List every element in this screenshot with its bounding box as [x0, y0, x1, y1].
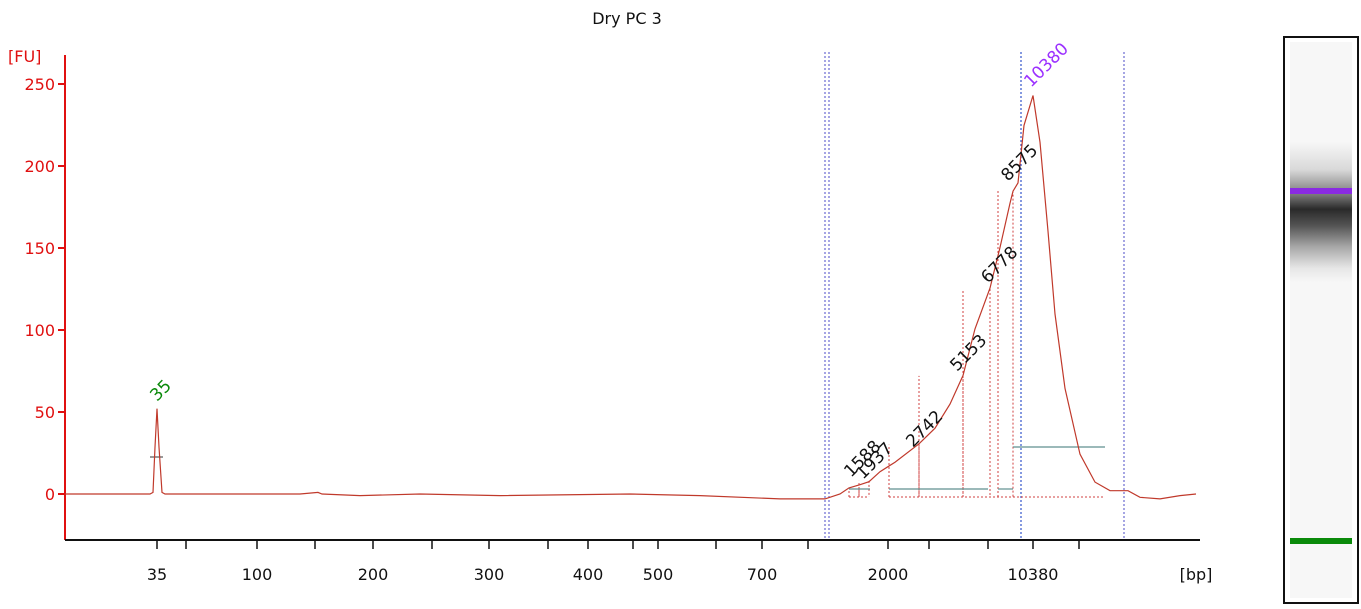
y-tick-label: 100 [24, 321, 55, 340]
axes: 0 50 100 150 200 250 35 100 200 300 400 500 700 2000 1… [24, 55, 1200, 584]
x-tick-label: 300 [474, 565, 505, 584]
x-tick-label: 500 [643, 565, 674, 584]
peak-region-boundary [997, 190, 1014, 497]
gel-lane-background [1290, 42, 1352, 598]
peak-region-boundary [888, 444, 920, 497]
chart-title: Dry PC 3 [592, 9, 662, 28]
gel-smear [1290, 142, 1352, 282]
x-tick-label: 10380 [1008, 565, 1059, 584]
gel-upper-marker-band [1290, 188, 1352, 194]
gel-lower-marker-band [1290, 538, 1352, 544]
trace [65, 95, 1197, 500]
y-tick-label: 50 [35, 403, 55, 422]
y-axis-label: [FU] [8, 47, 41, 66]
peak-label: 8575 [997, 141, 1042, 186]
y-tick-label: 0 [45, 485, 55, 504]
electropherogram-chart: Dry PC 3 [FU] [bp] 0 50 100 150 200 250 35 100 2… [8, 9, 1213, 584]
y-tick-label: 200 [24, 157, 55, 176]
x-axis-label: [bp] [1180, 565, 1213, 584]
y-tick-label: 250 [24, 75, 55, 94]
peak-regions [150, 190, 1105, 498]
gel-lane [1283, 36, 1359, 604]
peak-label: 35 [146, 376, 175, 405]
peak-label: 2742 [902, 407, 947, 452]
x-tick-label: 400 [573, 565, 604, 584]
x-tick-label: 2000 [868, 565, 909, 584]
fluorescence-trace [65, 95, 1197, 500]
x-tick-label: 700 [747, 565, 778, 584]
peak-region-boundary [848, 489, 860, 497]
peak-label: 10380 [1020, 39, 1072, 91]
x-tick-label: 100 [242, 565, 273, 584]
x-tick-label: 35 [147, 565, 167, 584]
y-tick-label: 150 [24, 239, 55, 258]
region-lines [824, 52, 1125, 540]
x-tick-label: 200 [358, 565, 389, 584]
peak-label: 5153 [946, 331, 991, 376]
peak-region-boundary [962, 289, 991, 497]
